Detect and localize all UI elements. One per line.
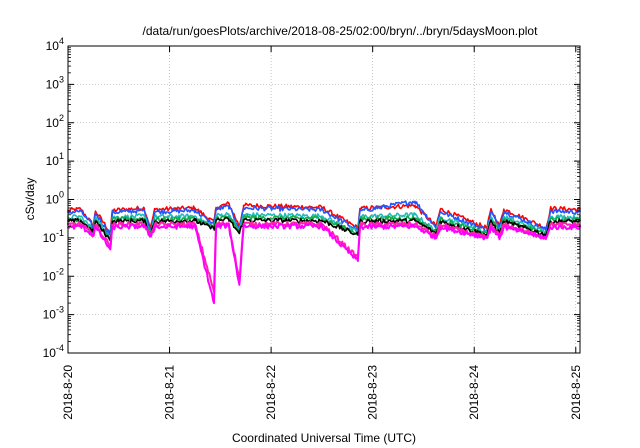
grid (67, 46, 580, 353)
x-axis: 2018-8-20 2018-8-21 2018-8-22 2018-8-23 2018… (61, 46, 583, 420)
series-line (67, 222, 581, 305)
y-tick-label: 100 (46, 190, 64, 207)
y-tick-label: 10-2 (43, 266, 64, 283)
chart-title: /data/run/goesPlots/archive/2018-08-25/0… (143, 24, 539, 38)
y-axis: 10-4 10-3 10-2 10-1 100 101 102 103 104 (43, 36, 580, 360)
x-tick-label: 2018-8-20 (61, 365, 75, 420)
y-tick-label: 102 (46, 113, 64, 130)
y-tick-label: 10-3 (43, 305, 64, 322)
y-tick-label: 10-4 (43, 343, 64, 360)
x-axis-label: Coordinated Universal Time (UTC) (232, 431, 416, 445)
y-tick-label: 103 (46, 74, 64, 91)
x-tick-label: 2018-8-23 (366, 365, 380, 420)
series-line (67, 200, 581, 236)
x-tick-label: 2018-8-21 (163, 365, 177, 420)
x-tick-label: 2018-8-25 (569, 365, 583, 420)
x-tick-label: 2018-8-22 (264, 365, 278, 420)
x-tick-label: 2018-8-24 (467, 365, 481, 420)
series-layer (67, 200, 581, 305)
y-tick-label: 10-1 (43, 228, 64, 245)
y-tick-label: 101 (46, 151, 64, 168)
y-tick-label: 104 (46, 36, 64, 53)
y-axis-label: cSv/day (23, 178, 37, 221)
